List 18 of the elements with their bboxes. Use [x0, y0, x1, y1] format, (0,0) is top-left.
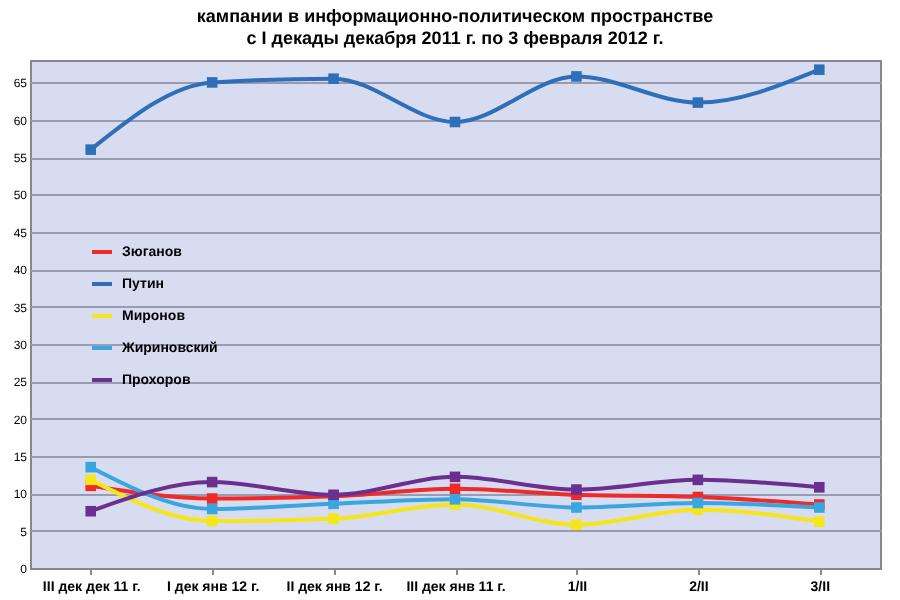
point [571, 71, 582, 82]
point [206, 493, 218, 504]
point [571, 484, 582, 495]
point [328, 513, 339, 524]
point [571, 519, 582, 530]
point [328, 73, 339, 84]
point [449, 493, 461, 505]
chart-title: кампании в информационно-политическом пространстве с I декады декабря 2011 г. по 3 февраля 2012 г. [196, 6, 714, 48]
point [206, 77, 218, 88]
point [813, 64, 825, 75]
point [85, 474, 97, 486]
point [85, 461, 97, 473]
point [85, 505, 97, 517]
point [813, 482, 825, 493]
point [85, 144, 97, 155]
point [571, 502, 582, 513]
point [813, 516, 825, 527]
point [692, 97, 704, 108]
